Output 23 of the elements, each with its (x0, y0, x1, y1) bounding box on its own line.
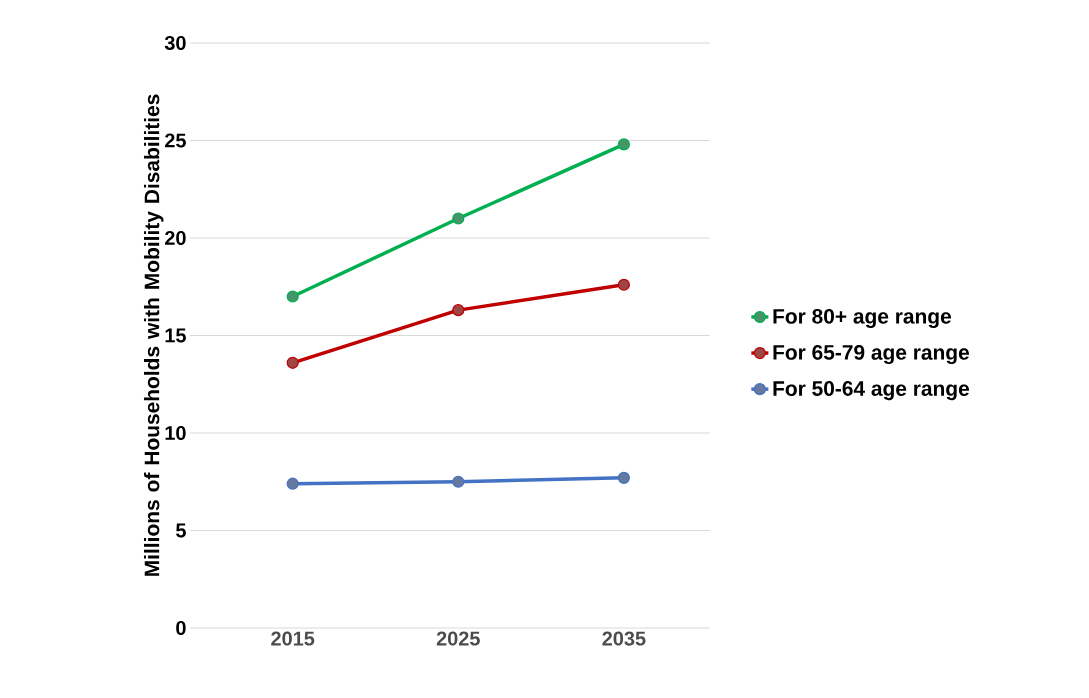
y-tick-label: 20 (165, 230, 186, 246)
point (617, 471, 630, 484)
point (452, 304, 465, 317)
x-tick-label: 2025 (436, 631, 480, 646)
point (617, 138, 630, 151)
point (452, 212, 465, 225)
point (617, 278, 630, 291)
x-tick-label: 2015 (271, 631, 315, 646)
y-tick-label: 10 (165, 425, 186, 441)
point (286, 477, 299, 490)
legend-label: For 65-79 age range (773, 344, 970, 365)
y-tick-label: 25 (165, 133, 186, 148)
y-tick-label: 15 (165, 328, 186, 343)
point (286, 290, 299, 303)
y-tick-label: 30 (164, 35, 186, 51)
y-tick-label: 0 (176, 620, 186, 636)
legend-label: For 80+ age range (773, 308, 952, 328)
y-tick-label: 5 (176, 523, 186, 538)
point (286, 356, 299, 369)
point (452, 475, 465, 488)
y-axis-title: Millions of Households with Mobility Disabilities (143, 94, 164, 576)
x-tick-label: 2035 (602, 631, 646, 646)
legend-label: For 50-64 age range (773, 381, 970, 401)
